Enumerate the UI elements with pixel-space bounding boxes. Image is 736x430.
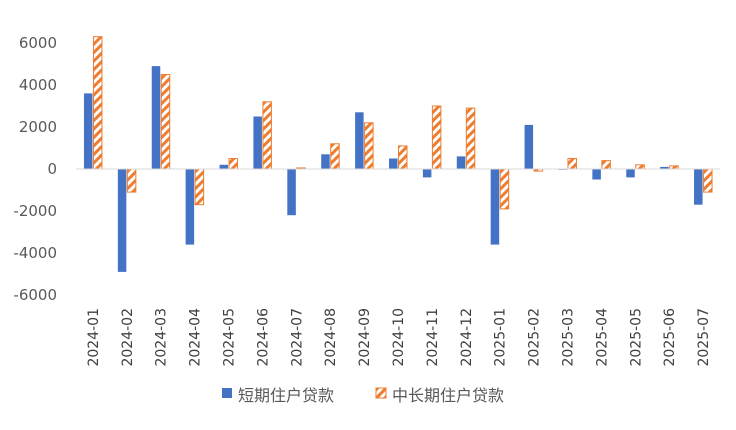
bar-long-term-2024-08	[330, 143, 340, 170]
bar-short-term-2024-06	[253, 116, 262, 169]
bar-long-term-2025-03	[567, 158, 577, 170]
bar-short-term-2025-02	[524, 124, 534, 169]
bar-long-term-2025-05	[635, 164, 645, 170]
y-axis-tick-labels: 6000 4000 2000 0 -2000 -4000 -6000	[13, 34, 57, 304]
x-tick-label: 2024-05	[222, 308, 238, 367]
bar-short-term-2025-07	[694, 169, 703, 205]
y-tick-label: 4000	[19, 76, 57, 94]
y-tick-label: -4000	[13, 244, 57, 262]
bar-long-term-2024-12	[465, 107, 476, 170]
bar-long-term-2025-01	[499, 168, 510, 210]
bar-long-term-2024-11	[431, 105, 442, 170]
x-tick-label: 2024-12	[459, 308, 475, 367]
x-tick-label: 2024-01	[86, 308, 102, 367]
legend-swatch-1	[222, 388, 232, 398]
bar-long-term-2024-06	[262, 101, 272, 170]
series-1-bars	[83, 66, 703, 272]
bar-long-term-2024-10	[398, 145, 408, 170]
x-tick-label: 2025-02	[527, 308, 543, 367]
bar-long-term-2024-01	[92, 36, 103, 170]
x-tick-label: 2025-05	[628, 308, 644, 367]
x-tick-label: 2025-03	[560, 308, 576, 367]
x-tick-label: 2024-04	[188, 308, 204, 367]
bar-long-term-2024-02	[126, 168, 137, 193]
bar-short-term-2024-09	[355, 112, 364, 169]
bar-short-term-2024-01	[83, 93, 93, 169]
bar-short-term-2024-04	[185, 169, 195, 245]
bar-short-term-2024-07	[287, 169, 296, 216]
x-tick-label: 2025-07	[696, 308, 712, 367]
bar-long-term-2025-07	[703, 168, 713, 193]
x-axis-tick-labels: 2024-01 2024-02 2024-03 2024-04 2024-05 2024-…	[86, 308, 712, 367]
x-tick-label: 2024-10	[391, 308, 407, 367]
x-tick-label: 2025-01	[493, 308, 509, 367]
y-tick-label: 0	[47, 160, 57, 178]
x-tick-label: 2024-08	[323, 308, 339, 367]
plot-area	[76, 36, 720, 272]
bar-short-term-2025-06	[660, 166, 669, 169]
legend-label-2: 中长期住户贷款	[392, 386, 504, 405]
bar-long-term-2025-04	[601, 160, 611, 170]
legend-swatch-2	[375, 387, 387, 399]
bar-short-term-2025-05	[626, 169, 635, 178]
bar-short-term-2024-05	[219, 164, 229, 169]
bar-short-term-2024-08	[321, 154, 330, 169]
x-tick-label: 2024-11	[425, 308, 441, 367]
x-tick-label: 2024-02	[120, 308, 136, 367]
bar-long-term-2024-05	[228, 158, 239, 170]
legend: 短期住户贷款 中长期住户贷款	[222, 386, 504, 405]
bar-short-term-2024-12	[456, 156, 466, 169]
bar-short-term-2025-04	[592, 169, 601, 180]
bar-short-term-2024-10	[389, 158, 398, 169]
y-tick-label: 6000	[19, 34, 57, 52]
bar-short-term-2024-11	[422, 169, 432, 178]
bar-short-term-2024-02	[117, 169, 127, 272]
y-tick-label: 2000	[19, 118, 57, 136]
y-tick-label: -2000	[13, 202, 57, 220]
y-tick-label: -6000	[13, 286, 57, 304]
x-tick-label: 2024-06	[255, 308, 271, 367]
bar-long-term-2024-04	[194, 168, 205, 206]
x-tick-label: 2025-06	[662, 308, 678, 367]
x-tick-label: 2024-03	[154, 308, 170, 367]
bar-long-term-2024-03	[160, 74, 171, 170]
x-tick-label: 2025-04	[594, 308, 610, 367]
bar-short-term-2025-01	[490, 169, 500, 245]
x-tick-label: 2024-07	[289, 308, 305, 367]
bar-long-term-2024-09	[364, 122, 374, 170]
legend-label-1: 短期住户贷款	[238, 386, 334, 405]
x-tick-label: 2024-09	[357, 308, 373, 367]
bar-short-term-2024-03	[151, 66, 161, 169]
